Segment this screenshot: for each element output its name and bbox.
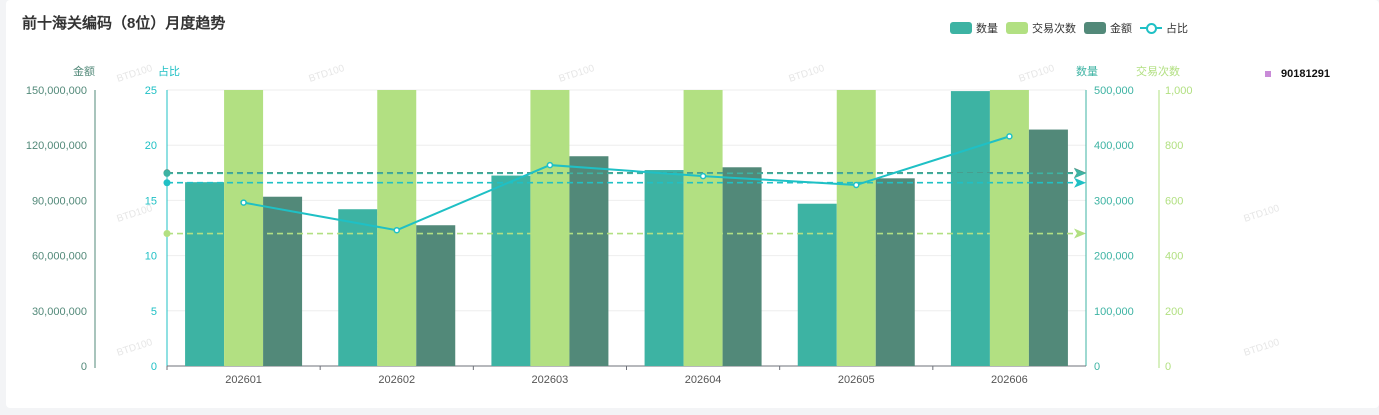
mark-line-arrow	[1074, 177, 1086, 188]
bar-数量-202604	[644, 170, 684, 366]
bar-交易次数-202603	[530, 90, 570, 366]
side-legend-dot	[1265, 71, 1271, 77]
mark-line-arrow	[1074, 228, 1086, 239]
bar-交易次数-202604	[683, 90, 723, 366]
tick-label-amount: 60,000,000	[32, 251, 87, 263]
legend-item-share[interactable]: 占比	[1140, 20, 1188, 36]
legend-label-share: 占比	[1166, 23, 1188, 35]
watermark-text: BTD100	[788, 63, 827, 85]
axis-name-count: 交易次数	[1136, 64, 1180, 78]
mark-line-start	[163, 230, 171, 238]
tick-label-count: 200	[1165, 306, 1183, 318]
line-point-share-202603	[546, 161, 554, 169]
tick-label-share: 15	[145, 195, 157, 207]
tick-label-count: 400	[1165, 251, 1183, 263]
bar-金额-202605	[875, 178, 915, 366]
watermark-text: BTD100	[1243, 203, 1282, 225]
tick-label-share: 0	[151, 361, 157, 373]
legend-swatch-share	[1140, 22, 1162, 34]
bar-金额-202603	[569, 156, 609, 366]
tick-label-qty: 0	[1094, 361, 1100, 373]
watermark-text: BTD100	[558, 63, 597, 85]
tick-label-amount: 0	[81, 361, 87, 373]
bar-交易次数-202601	[224, 90, 264, 366]
tick-label-amount: 30,000,000	[32, 306, 87, 318]
mark-line-start	[163, 169, 171, 177]
line-point-share-202605	[853, 181, 860, 189]
line-point-share-202606	[1006, 133, 1013, 140]
legend-label-count: 交易次数	[1032, 23, 1076, 35]
legend-swatch-count	[1006, 22, 1028, 34]
watermark-text: BTD100	[1243, 337, 1282, 359]
side-legend-label: 90181291	[1281, 68, 1330, 80]
bar-数量-202603	[491, 175, 531, 366]
tick-label-amount: 120,000,000	[26, 140, 87, 152]
tick-label-amount: 90,000,000	[32, 195, 87, 207]
side-legend-item[interactable]: 90181291	[1265, 68, 1330, 80]
tick-label-qty: 500,000	[1094, 85, 1134, 97]
tick-label-count: 0	[1165, 361, 1171, 373]
bar-金额-202604	[722, 167, 762, 366]
tick-label-share: 25	[145, 85, 157, 97]
line-point-share-202602	[393, 226, 400, 234]
bar-交易次数-202606	[989, 90, 1029, 366]
axis-name-qty: 数量	[1076, 65, 1098, 78]
bar-数量-202605	[797, 203, 837, 366]
legend-item-count[interactable]: 交易次数	[1006, 20, 1076, 36]
bar-交易次数-202605	[836, 90, 876, 366]
axis-name-amount: 金额	[73, 64, 95, 78]
x-tick-label: 202603	[532, 374, 569, 386]
legend-label-amount: 金额	[1110, 23, 1132, 35]
bar-金额-202602	[416, 225, 456, 366]
x-tick-label: 202602	[378, 374, 415, 386]
tick-label-share: 5	[151, 306, 157, 318]
axis-name-share: 占比	[158, 64, 180, 78]
watermark-text: BTD100	[116, 337, 155, 359]
x-tick-label: 202601	[225, 374, 262, 386]
tick-label-count: 600	[1165, 195, 1183, 207]
tick-label-amount: 150,000,000	[26, 85, 87, 97]
x-tick-label: 202604	[685, 374, 722, 386]
legend-swatch-amount	[1084, 22, 1106, 34]
tick-label-qty: 400,000	[1094, 140, 1134, 152]
tick-label-share: 10	[145, 251, 157, 263]
tick-label-share: 20	[145, 140, 157, 152]
tick-label-qty: 100,000	[1094, 306, 1134, 318]
tick-label-count: 800	[1165, 140, 1183, 152]
chart-title: 前十海关编码（8位）月度趋势	[22, 15, 226, 32]
tick-label-count: 1,000	[1165, 85, 1193, 97]
watermark-text: BTD100	[1018, 63, 1057, 85]
mark-line-arrow	[1074, 168, 1086, 179]
legend-item-amount[interactable]: 金额	[1084, 20, 1132, 36]
tick-label-qty: 300,000	[1094, 195, 1134, 207]
watermark-text: BTD100	[116, 63, 155, 85]
legend-swatch-qty	[950, 22, 972, 34]
watermark-text: BTD100	[308, 63, 347, 85]
bar-数量-202606	[950, 91, 990, 366]
line-point-share-202604	[699, 172, 707, 180]
chart-legend: 数量 交易次数 金额 占比	[950, 20, 1196, 36]
tick-label-qty: 200,000	[1094, 251, 1134, 263]
line-point-share-202601	[240, 199, 247, 206]
legend-item-qty[interactable]: 数量	[950, 20, 998, 36]
mark-line-start	[163, 179, 171, 187]
legend-label-qty: 数量	[976, 23, 998, 35]
bar-数量-202601	[185, 182, 225, 366]
x-tick-label: 202606	[991, 374, 1028, 386]
bar-金额-202601	[263, 196, 303, 366]
line-series-share	[243, 135, 1010, 232]
x-tick-label: 202605	[838, 374, 875, 386]
bar-金额-202606	[1028, 129, 1068, 366]
bar-数量-202602	[338, 209, 378, 366]
